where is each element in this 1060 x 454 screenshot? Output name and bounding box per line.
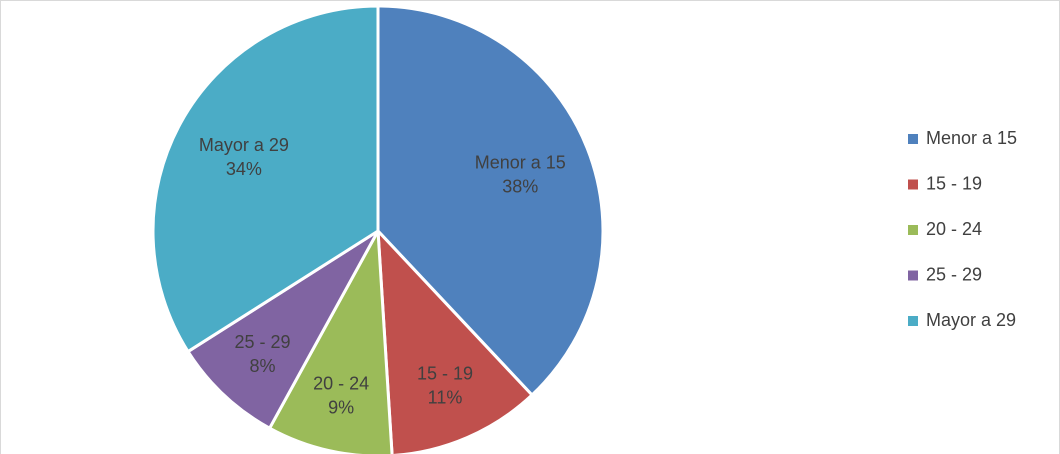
slice-category-label: 20 - 24 xyxy=(313,373,369,393)
slice-value-label: 34% xyxy=(226,159,262,179)
legend-label: Menor a 15 xyxy=(926,128,1017,148)
pie-slice xyxy=(151,4,380,354)
legend-swatch xyxy=(908,270,918,281)
slice-category-label: 15 - 19 xyxy=(417,364,473,384)
pie-slice xyxy=(185,229,380,431)
legend-swatch xyxy=(908,316,918,326)
slice-value-label: 11% xyxy=(428,388,463,408)
slice-category-label: Menor a 15 xyxy=(475,152,566,172)
slice-value-label: 9% xyxy=(328,397,354,417)
legend-swatch xyxy=(908,134,918,144)
slice-value-label: 8% xyxy=(249,356,275,376)
slice-value-label: 38% xyxy=(502,176,538,196)
legend-swatch xyxy=(908,225,918,235)
legend-label: 15 - 19 xyxy=(926,173,982,193)
pie-slice xyxy=(376,226,535,454)
pie-slice xyxy=(376,4,605,398)
legend-label: 25 - 29 xyxy=(926,264,982,284)
legend-swatch xyxy=(908,179,918,190)
legend-label: 20 - 24 xyxy=(926,219,982,239)
slice-category-label: Mayor a 29 xyxy=(199,135,289,155)
slice-category-label: 25 - 29 xyxy=(234,332,290,352)
pie-slice xyxy=(267,225,394,454)
legend-label: Mayor a 29 xyxy=(926,310,1016,330)
